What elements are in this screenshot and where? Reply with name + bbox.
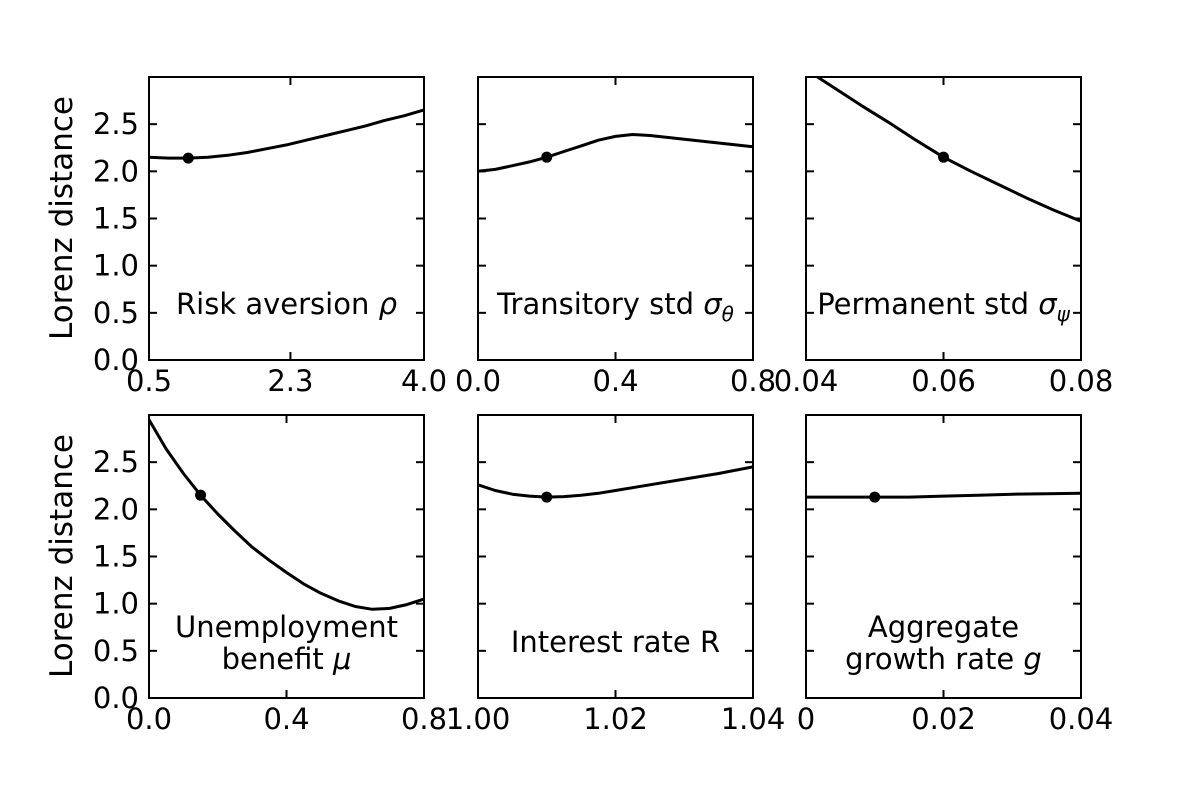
x-tick-label: 0.04 bbox=[774, 364, 839, 398]
curve-interest-rate bbox=[478, 465, 753, 499]
x-ticks bbox=[805, 415, 1082, 698]
x-tick-label: 4.0 bbox=[401, 364, 447, 398]
x-ticks bbox=[148, 77, 425, 360]
y-tick-label: 2.5 bbox=[93, 445, 139, 479]
panel-permanent-std: 0.04 0.06 0.08 Permanent std σψ bbox=[774, 76, 1114, 398]
panel-transitory-std: 0.0 0.4 0.8 Transitory std σθ bbox=[455, 76, 776, 398]
curve-risk-aversion bbox=[149, 108, 424, 160]
x-ticks bbox=[477, 415, 754, 698]
y-tick-label: 1.5 bbox=[93, 202, 139, 236]
baseline-marker-unemployment-benefit bbox=[195, 489, 207, 501]
curve-permanent-std bbox=[814, 77, 1081, 223]
x-ticks bbox=[805, 77, 1082, 360]
y-tick-label: 2.5 bbox=[93, 107, 139, 141]
y-tick-label: 2.0 bbox=[93, 492, 139, 526]
panel-label-aggregate-growth: growth rate g bbox=[845, 642, 1042, 676]
x-tick-label: 0.06 bbox=[911, 364, 976, 398]
panel-label-transitory-std: Transitory std σθ bbox=[496, 287, 734, 326]
x-tick-label: 0 bbox=[797, 702, 815, 736]
x-tick-label: 0.8 bbox=[401, 702, 447, 736]
panel-label-unemployment-benefit: Unemployment bbox=[175, 610, 398, 644]
y-axis-label-top-row: Lorenz distance bbox=[44, 96, 80, 341]
y-axis-label-bottom-row: Lorenz distance bbox=[44, 434, 80, 679]
panel-interest-rate: 1.00 1.02 1.04 Interest rate R bbox=[446, 414, 786, 736]
baseline-marker-risk-aversion bbox=[182, 152, 194, 164]
x-tick-label: 0.0 bbox=[126, 702, 172, 736]
y-tick-label: 1.0 bbox=[93, 587, 139, 621]
y-ticks bbox=[478, 123, 753, 361]
baseline-marker-interest-rate bbox=[541, 491, 553, 503]
panel-label-aggregate-growth: Aggregate bbox=[868, 610, 1019, 644]
y-ticks bbox=[806, 461, 1081, 699]
y-tick-label: 1.5 bbox=[93, 540, 139, 574]
x-tick-label: 0.02 bbox=[911, 702, 976, 736]
x-ticks bbox=[148, 415, 425, 698]
x-tick-label: 0.4 bbox=[592, 364, 638, 398]
x-ticks bbox=[477, 77, 754, 360]
baseline-marker-permanent-std bbox=[938, 151, 949, 163]
x-tick-label: 1.04 bbox=[721, 702, 786, 736]
y-ticks bbox=[806, 123, 1081, 361]
x-tick-label: 1.00 bbox=[446, 702, 511, 736]
x-tick-label: 0.4 bbox=[263, 702, 309, 736]
curve-unemployment-benefit bbox=[149, 418, 424, 611]
panel-label-permanent-std: Permanent std σψ bbox=[817, 287, 1070, 326]
panel-label-unemployment-benefit: benefit μ bbox=[222, 642, 352, 676]
y-tick-label: 2.0 bbox=[93, 154, 139, 188]
x-tick-label: 0.5 bbox=[126, 364, 172, 398]
x-tick-label: 0.04 bbox=[1049, 702, 1114, 736]
x-tick-label: 2.3 bbox=[267, 364, 313, 398]
panel-unemployment-benefit: 0.0 0.4 0.8 0.0 0.5 1.0 1.5 2.0 2.5 Unemploymentb… bbox=[93, 414, 447, 736]
panel-label-interest-rate: Interest rate R bbox=[511, 625, 720, 659]
x-tick-label: 1.02 bbox=[583, 702, 648, 736]
curve-aggregate-growth bbox=[806, 491, 1081, 499]
x-tick-label: 0.0 bbox=[455, 364, 501, 398]
y-ticks bbox=[149, 461, 424, 699]
y-ticks bbox=[478, 461, 753, 699]
curve-transitory-std bbox=[478, 133, 753, 173]
y-tick-label: 0.5 bbox=[93, 634, 139, 668]
y-tick-label: 0.0 bbox=[93, 343, 139, 377]
panel-label-risk-aversion: Risk aversion ρ bbox=[176, 287, 398, 321]
y-tick-label: 1.0 bbox=[93, 249, 139, 283]
x-tick-label: 0.08 bbox=[1049, 364, 1114, 398]
baseline-marker-aggregate-growth bbox=[869, 491, 881, 503]
y-tick-label: 0.5 bbox=[93, 296, 139, 330]
y-tick-label: 0.0 bbox=[93, 681, 139, 715]
baseline-marker-transitory-std bbox=[541, 151, 553, 163]
x-tick-label: 0.8 bbox=[730, 364, 776, 398]
y-ticks bbox=[149, 123, 424, 361]
